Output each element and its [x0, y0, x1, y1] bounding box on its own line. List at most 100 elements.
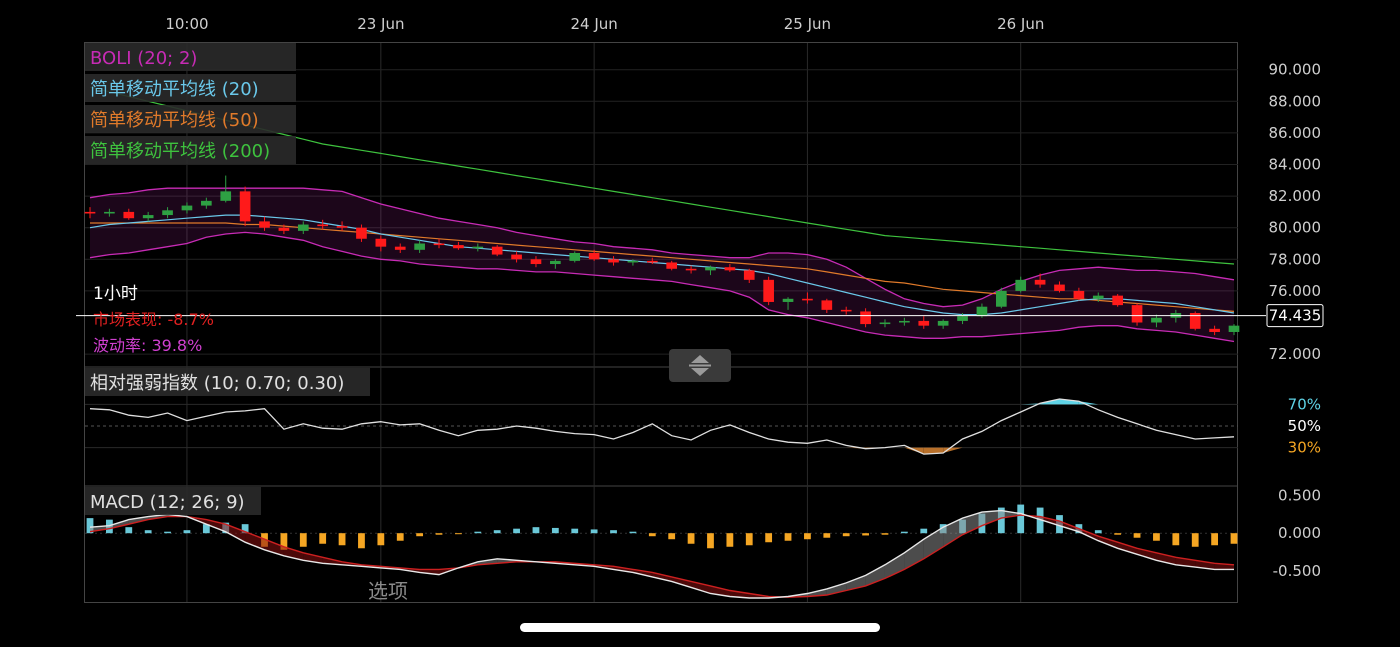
candle-body [685, 268, 697, 271]
candle-body [1054, 284, 1065, 291]
current-price-label: 74.435 [1269, 307, 1322, 325]
macd-bar [707, 533, 714, 549]
macd-cloud-segment [884, 552, 905, 579]
timeframe-label[interactable]: 1小时 [93, 284, 138, 304]
candle-body [763, 279, 774, 302]
candlesticks[interactable] [84, 175, 1240, 336]
rsi-overbought-fill [1059, 399, 1079, 405]
candle-body [1112, 295, 1123, 306]
macd-bar [745, 533, 753, 546]
candle-body [375, 238, 387, 247]
macd-tick: 0.000 [1278, 524, 1321, 542]
rsi-axis: 70% 50% 30% [1288, 395, 1321, 456]
candle-body [1015, 279, 1027, 291]
candle-body [201, 200, 212, 206]
sma200-line [89, 86, 1235, 265]
rsi-path [89, 398, 1235, 455]
candle-body [821, 300, 833, 310]
macd-cloud-segment [671, 576, 692, 588]
moving-averages [89, 86, 1235, 316]
boll-upper [89, 187, 1235, 308]
options-button[interactable]: 选项 [368, 579, 408, 603]
legend-sma50[interactable]: 简单移动平均线 (50) [90, 110, 259, 131]
legend-boli-bg[interactable] [85, 43, 296, 71]
macd-bar [1172, 533, 1180, 546]
macd-axis: 0.500 0.000 -0.500 [1273, 487, 1321, 580]
macd-bar [726, 533, 734, 547]
rsi-tick: 50% [1288, 417, 1321, 435]
macd-tick: 0.500 [1278, 487, 1321, 505]
panel-resize-handle[interactable] [669, 349, 731, 382]
candle-body [899, 320, 910, 323]
macd-bar [610, 530, 617, 534]
candle-body [491, 246, 503, 255]
macd-bar [900, 531, 908, 534]
candle-body [608, 259, 619, 263]
macd-line [89, 509, 1234, 599]
macd-title[interactable]: MACD (12; 26; 9) [90, 492, 245, 513]
candle-body [918, 320, 930, 326]
macd-bar [435, 533, 443, 535]
time-axis: 10:00 23 Jun 24 Jun 25 Jun 26 Jun [165, 15, 1044, 33]
macd-cloud-segment [632, 569, 653, 577]
volatility-label: 波动率: 39.8% [93, 336, 202, 355]
macd-bar [648, 533, 656, 537]
candle-body [588, 252, 600, 260]
candle-body [394, 246, 406, 250]
macd-bar [86, 518, 94, 534]
sma50-line [90, 222, 1235, 312]
macd-bar [164, 531, 171, 534]
macd-cloud-segment [1059, 521, 1079, 532]
candle-body [453, 245, 464, 249]
price-tick: 80.000 [1269, 219, 1322, 237]
rsi-title[interactable]: 相对强弱指数 (10; 0.70; 0.30) [90, 373, 344, 394]
legend-sma20[interactable]: 简单移动平均线 (20) [90, 79, 259, 100]
time-label: 25 Jun [784, 15, 831, 33]
macd-bar [687, 533, 695, 544]
price-tick: 84.000 [1269, 156, 1322, 174]
candle-body [472, 246, 484, 249]
legend-boli[interactable]: BOLI (20; 2) [90, 48, 197, 69]
macd-cloud-segment [264, 539, 284, 556]
macd-cloud-segment [865, 564, 885, 586]
candle-body [627, 260, 639, 263]
legend-sma200-bg[interactable] [85, 136, 296, 164]
signal-line [89, 514, 1235, 598]
candle-body [84, 211, 96, 214]
macd-bar [1133, 533, 1141, 538]
candle-body [957, 316, 968, 321]
resize-arrows-icon [689, 355, 711, 376]
macd-lines [89, 509, 1235, 599]
candle-body [511, 254, 522, 260]
candle-body [1092, 295, 1104, 299]
legend-sma20-bg[interactable] [85, 74, 296, 102]
macd-bar [319, 533, 327, 544]
rsi-title-bg[interactable] [85, 368, 370, 396]
home-indicator[interactable] [520, 623, 880, 632]
macd-bar [377, 533, 385, 546]
candle-body [433, 243, 445, 246]
candle-body [123, 211, 135, 219]
legend-sma50-bg[interactable] [85, 105, 296, 133]
macd-cloud-segment [1001, 510, 1021, 519]
macd-bar [842, 533, 850, 537]
legend-sma200[interactable]: 简单移动平均线 (200) [90, 141, 270, 162]
macd-title-bg[interactable] [85, 487, 261, 515]
macd-bar [396, 533, 404, 541]
macd-bar [241, 524, 249, 534]
rsi-tick: 30% [1288, 439, 1321, 457]
macd-cloud-segment [322, 557, 343, 565]
macd-bar [493, 530, 501, 534]
candle-body [259, 221, 270, 228]
candle-body [297, 224, 309, 231]
macd-cloud-segment [807, 588, 827, 597]
plot-frame [84, 42, 1238, 603]
price-tick: 72.000 [1269, 345, 1322, 363]
macd-bar [1114, 533, 1122, 535]
candle-body [530, 259, 542, 265]
macd-cloud-segment [981, 510, 1002, 526]
macd-cloud-segment [962, 512, 982, 535]
price-tick: 78.000 [1269, 250, 1322, 268]
macd-cloud-segment [245, 531, 265, 550]
